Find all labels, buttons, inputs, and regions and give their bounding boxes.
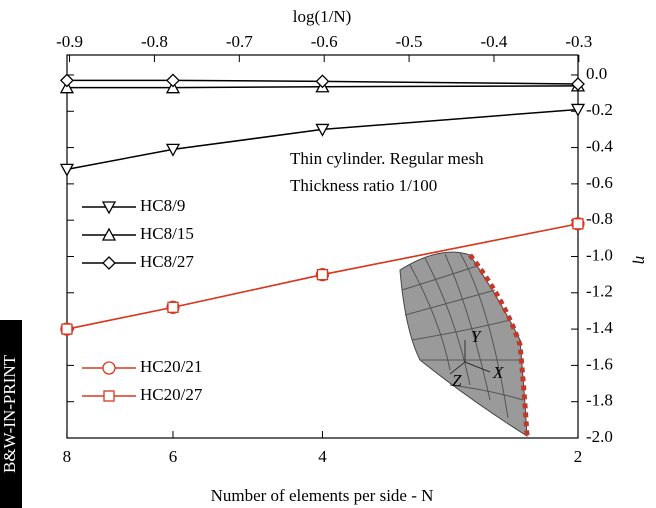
legend-label: HC8/15 (140, 224, 194, 243)
x-bottom-axis-label: Number of elements per side - N (211, 486, 434, 505)
y-tick-label: -1.6 (586, 354, 613, 373)
y-tick-label: -0.6 (586, 173, 613, 192)
y-tick-label: -0.8 (586, 209, 613, 228)
x-top-tick-label: -0.9 (56, 32, 83, 51)
inset-shell (400, 252, 527, 436)
x-top-tick-label: -0.4 (481, 32, 508, 51)
inset-axis-label: X (492, 363, 504, 382)
data-point (62, 324, 72, 334)
data-point (168, 302, 178, 312)
y-tick-label: -1.8 (586, 391, 613, 410)
x-bottom-tick-label: 8 (63, 447, 72, 466)
inset-axis-label: Z (452, 371, 462, 390)
legend-label: HC20/27 (140, 385, 203, 404)
chart: log(1/N) Number of elements per side - N… (0, 0, 656, 508)
legend-label: HC20/21 (140, 357, 202, 376)
x-top-tick-label: -0.5 (396, 32, 423, 51)
y-axis-label: η (632, 256, 651, 264)
legend-label: HC8/27 (140, 252, 194, 271)
inset-image: Y Z X (400, 252, 527, 436)
x-bottom-tick-label: 6 (169, 447, 178, 466)
x-top-tick-label: -0.8 (141, 32, 168, 51)
data-point (167, 74, 179, 86)
data-point (573, 219, 583, 229)
x-top-tick-label: -0.6 (311, 32, 338, 51)
y-tick-label: -2.0 (586, 427, 613, 446)
annotation: Thickness ratio 1/100 (290, 176, 437, 195)
x-top-tick-label: -0.7 (226, 32, 253, 51)
y-tick-label: -1.2 (586, 282, 613, 301)
x-top-tick-label: -0.3 (565, 32, 592, 51)
side-label: B&W-IN-PRINT (0, 354, 19, 473)
data-point (317, 270, 327, 280)
data-point (316, 75, 328, 87)
legend-marker (104, 391, 114, 401)
x-bottom-tick-label: 2 (574, 447, 583, 466)
y-tick-label: -1.0 (586, 245, 613, 264)
legend-label: HC8/9 (140, 196, 185, 215)
x-bottom-tick-label: 4 (318, 447, 327, 466)
annotation: Thin cylinder. Regular mesh (290, 149, 484, 168)
y-tick-label: -0.2 (586, 100, 613, 119)
legend-marker (103, 362, 115, 374)
x-top-axis-label: log(1/N) (293, 7, 352, 26)
y-tick-label: -1.4 (586, 318, 613, 337)
y-tick-label: 0.0 (586, 64, 607, 83)
data-point (61, 164, 73, 175)
y-tick-label: -0.4 (586, 136, 613, 155)
inset-axis-label: Y (471, 327, 482, 346)
data-point (61, 74, 73, 86)
legend-marker (103, 257, 115, 269)
